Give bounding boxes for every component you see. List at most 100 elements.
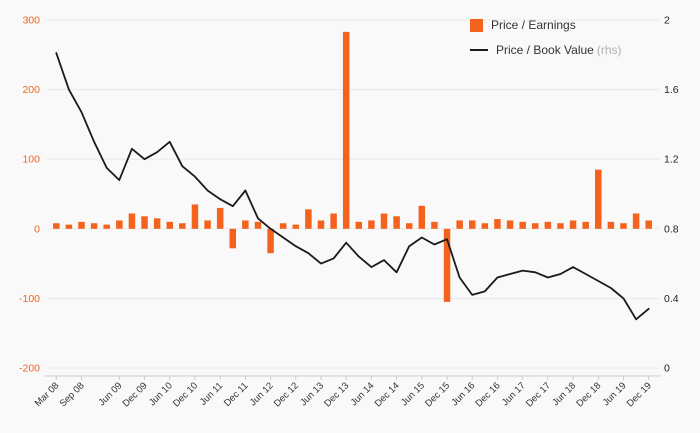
x-axis-tick-label: Jun 19 xyxy=(601,380,629,408)
right-axis-tick-label: 0.4 xyxy=(664,293,679,305)
pe-bar xyxy=(468,220,476,229)
pe-bar xyxy=(229,228,237,249)
left-axis-tick-label: -200 xyxy=(19,363,40,375)
pe-bar xyxy=(242,220,249,229)
x-axis-tick-label: Dec 09 xyxy=(121,380,150,409)
pe-bar xyxy=(116,220,123,229)
gridlines xyxy=(46,19,659,369)
pe-bar xyxy=(393,216,400,229)
pe-bar xyxy=(191,204,199,229)
pe-bar xyxy=(569,220,577,229)
right-axis-tick-label: 2 xyxy=(664,15,670,27)
legend-label-price-book-value: Price / Book Value (rhs) xyxy=(496,43,622,57)
x-axis-tick-label: Jun 15 xyxy=(399,380,427,408)
left-axis: 300 200 100 0 -100 -200 xyxy=(19,15,40,375)
x-axis-tick-label: Jun 17 xyxy=(500,380,528,408)
pe-bar xyxy=(557,223,564,229)
pe-bar xyxy=(90,223,98,229)
x-axis-tick-label: Dec 14 xyxy=(373,380,402,409)
legend-item-price-book-value[interactable]: Price / Book Value (rhs) xyxy=(470,43,622,57)
right-axis-tick-label: 1.6 xyxy=(664,84,679,96)
x-axis-tick-label: Jun 09 xyxy=(96,380,124,408)
x-axis-tick-label: Dec 15 xyxy=(423,380,452,409)
pe-bar xyxy=(380,213,388,229)
left-axis-tick-label: 0 xyxy=(34,223,40,235)
legend-item-price-earnings[interactable]: Price / Earnings xyxy=(470,18,622,32)
pe-bar xyxy=(494,219,501,229)
pe-bar xyxy=(481,223,489,229)
x-axis-tick-label: Dec 10 xyxy=(171,380,200,409)
left-axis-tick-label: 200 xyxy=(22,84,40,96)
pe-bar xyxy=(607,221,615,229)
pe-bar xyxy=(128,213,136,229)
legend-label-price-earnings: Price / Earnings xyxy=(491,18,576,32)
pe-bar xyxy=(342,31,350,229)
pe-bar xyxy=(519,221,526,229)
pe-bar xyxy=(418,205,426,229)
x-axis-tick-label: Jun 16 xyxy=(449,380,477,408)
pe-bar xyxy=(292,224,300,229)
pe-bar xyxy=(204,220,211,229)
right-axis-tick-label: 1.2 xyxy=(664,154,679,166)
x-axis-tick-label: Dec 13 xyxy=(322,380,351,409)
pe-bar xyxy=(53,223,60,229)
left-axis-tick-label: -100 xyxy=(19,293,40,305)
legend: Price / Earnings Price / Book Value (rhs) xyxy=(470,18,622,57)
pe-bar xyxy=(305,209,312,229)
x-axis-tick-label: Mar 08 xyxy=(33,380,62,409)
pe-bar xyxy=(431,221,438,229)
pe-bar xyxy=(532,223,539,229)
right-axis-tick-label: 0 xyxy=(664,363,670,375)
pe-bar xyxy=(620,223,627,229)
x-axis-tick-label: Dec 19 xyxy=(625,380,654,409)
pe-bar xyxy=(179,223,186,229)
x-axis-tick-label: Dec 18 xyxy=(574,380,603,409)
legend-label-rhs: (rhs) xyxy=(596,43,622,57)
x-axis-tick-label: Dec 12 xyxy=(272,380,301,409)
x-axis-tick-label: Dec 11 xyxy=(222,380,251,409)
left-axis-tick-label: 100 xyxy=(22,154,40,166)
pe-bar xyxy=(443,228,451,302)
pe-bar xyxy=(78,221,85,229)
pe-bar xyxy=(632,213,640,229)
pe-bar xyxy=(279,223,287,229)
price-book-value-line xyxy=(55,52,650,321)
right-axis-tick-label: 0.8 xyxy=(664,223,679,235)
pe-bar xyxy=(405,223,413,229)
x-axis-tick-label: Dec 17 xyxy=(524,380,553,409)
pe-bar xyxy=(595,169,602,229)
line-swatch-icon xyxy=(470,49,488,51)
pe-bar xyxy=(153,218,161,229)
pe-bar xyxy=(254,221,262,229)
pe-bar xyxy=(506,220,514,229)
x-axis-tick-label: Jun 11 xyxy=(198,380,225,407)
pe-bar xyxy=(216,207,224,229)
pe-bar xyxy=(65,224,73,229)
pe-bar xyxy=(103,224,110,229)
pe-bar xyxy=(368,220,375,229)
pe-bar xyxy=(330,213,337,229)
pe-bar xyxy=(355,221,363,229)
x-axis-tick-label: Jun 13 xyxy=(298,380,326,408)
x-axis-tick-label: Jun 18 xyxy=(550,380,578,408)
right-axis: 2 1.6 1.2 0.8 0.4 0 xyxy=(664,15,679,375)
pe-bar xyxy=(582,221,589,229)
pe-bar xyxy=(317,220,325,229)
x-axis-tick-label: Jun 14 xyxy=(349,380,377,408)
pe-bar xyxy=(141,216,148,229)
bar-swatch-icon xyxy=(470,18,483,32)
pe-bar xyxy=(267,228,274,254)
left-axis-tick-label: 300 xyxy=(22,15,40,27)
pe-bar xyxy=(645,220,652,229)
x-axis-tick-label: Jun 12 xyxy=(248,380,276,408)
x-axis-tick-label: Jun 10 xyxy=(147,380,175,408)
pe-bar xyxy=(166,221,173,229)
x-axis-tick-label: Dec 16 xyxy=(474,380,503,409)
pe-bar xyxy=(456,220,463,229)
x-axis-tick-label: Sep 08 xyxy=(58,380,87,409)
pe-bar xyxy=(544,221,552,229)
price-earnings-bars xyxy=(53,31,652,302)
